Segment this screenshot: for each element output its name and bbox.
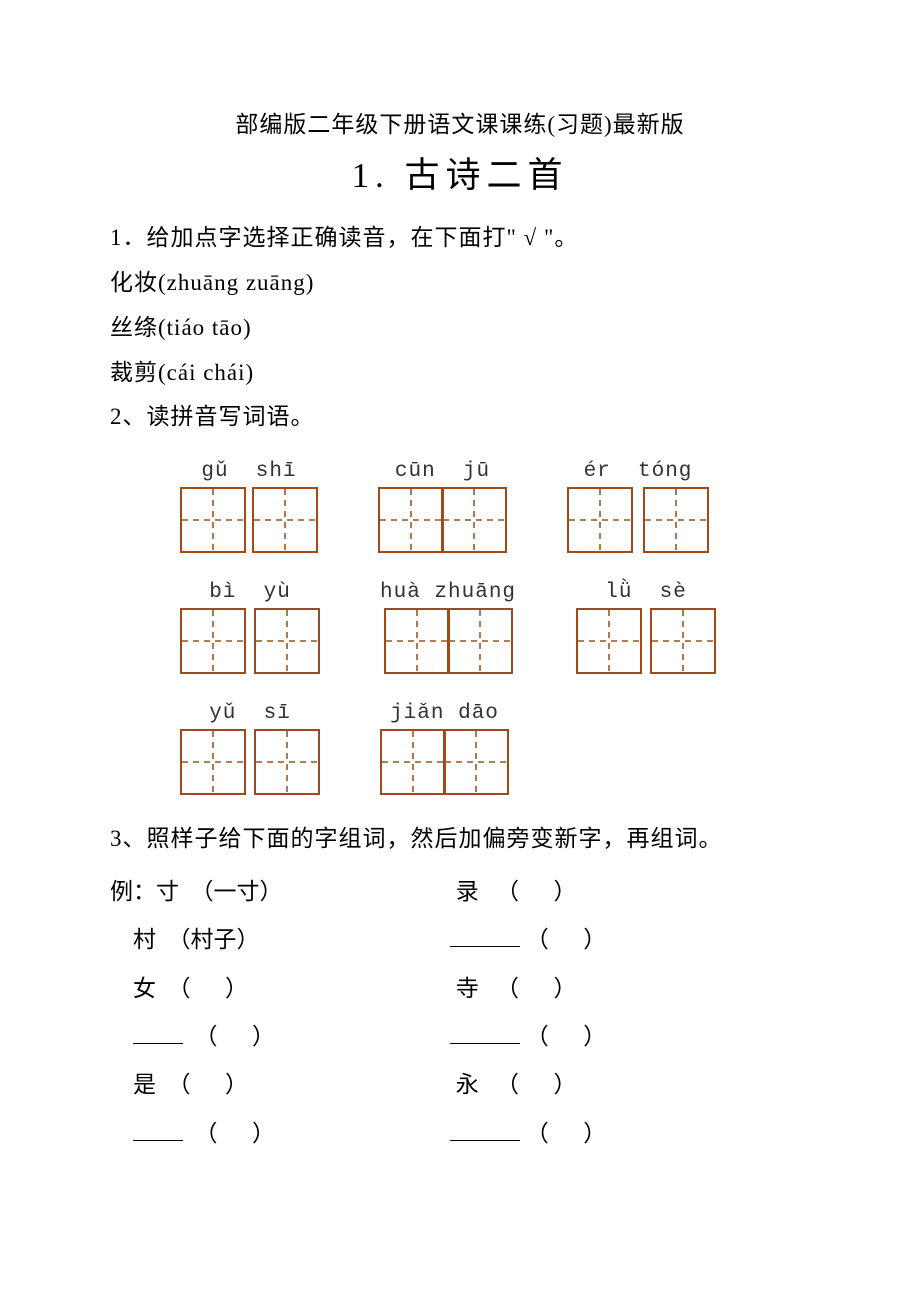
tian-box bbox=[567, 487, 633, 553]
tian-box bbox=[254, 608, 320, 674]
q3-col1: （ ） bbox=[110, 1110, 450, 1158]
tian-box bbox=[252, 487, 318, 553]
pinyin-row: bì yù huà zhuāng lǜ sè bbox=[180, 581, 810, 674]
q3-col2: （ ） bbox=[450, 1013, 730, 1061]
tian-box bbox=[378, 487, 444, 553]
tian-box-group bbox=[180, 608, 320, 674]
pinyin-group: ér tóng bbox=[567, 460, 709, 553]
pinyin-group: bì yù bbox=[180, 581, 320, 674]
q3-col1: 例：寸 （一寸） bbox=[110, 868, 450, 916]
tian-box bbox=[180, 487, 246, 553]
pinyin-group: huà zhuāng bbox=[380, 581, 516, 674]
tian-box-group bbox=[180, 729, 320, 795]
blank-line bbox=[450, 923, 520, 947]
pinyin-row: yǔ sī jiǎn dāo bbox=[180, 702, 810, 795]
tian-box-group bbox=[576, 608, 716, 674]
q3-table: 例：寸 （一寸） 录 （ ） 村 （村子） （ ） 女 （ ） 寺 （ ） （ … bbox=[110, 868, 810, 1158]
pinyin-label: lǜ sè bbox=[605, 581, 687, 604]
q1-heading: 1．给加点字选择正确读音，在下面打" √ "。 bbox=[110, 216, 810, 261]
pinyin-label: yǔ sī bbox=[209, 702, 291, 725]
q3-row: （ ） （ ） bbox=[110, 1110, 810, 1158]
document-subtitle: 部编版二年级下册语文课课练(习题)最新版 bbox=[110, 105, 810, 139]
pinyin-group: gǔ shī bbox=[180, 460, 318, 553]
q3-col2: 寺 （ ） bbox=[450, 965, 730, 1013]
blank-line bbox=[133, 1020, 183, 1044]
tian-box bbox=[441, 487, 507, 553]
document-title: 1. 古诗二首 bbox=[110, 147, 810, 198]
q3-col2: 永 （ ） bbox=[450, 1061, 730, 1109]
tian-box bbox=[254, 729, 320, 795]
q3-heading: 3、照样子给下面的字组词，然后加偏旁变新字，再组词。 bbox=[110, 817, 810, 862]
q3-row: 例：寸 （一寸） 录 （ ） bbox=[110, 868, 810, 916]
pinyin-label: jiǎn dāo bbox=[390, 702, 499, 725]
q2-pinyin-container: gǔ shī cūn jū ér tóng bì yù huà zhuāng bbox=[110, 460, 810, 795]
tian-box bbox=[180, 729, 246, 795]
blank-line bbox=[133, 1117, 183, 1141]
q1-item: 裁剪(cái chái) bbox=[110, 351, 810, 396]
pinyin-group: yǔ sī bbox=[180, 702, 320, 795]
tian-box bbox=[447, 608, 513, 674]
q3-col1: （ ） bbox=[110, 1013, 450, 1061]
q3-row: 女 （ ） 寺 （ ） bbox=[110, 965, 810, 1013]
q3-col1: 是 （ ） bbox=[110, 1061, 450, 1109]
worksheet-page: 部编版二年级下册语文课课练(习题)最新版 1. 古诗二首 1．给加点字选择正确读… bbox=[0, 0, 920, 1302]
pinyin-group: cūn jū bbox=[378, 460, 507, 553]
tian-box bbox=[180, 608, 246, 674]
q3-col1: 女 （ ） bbox=[110, 965, 450, 1013]
pinyin-label: huà zhuāng bbox=[380, 581, 516, 604]
q3-col2: 录 （ ） bbox=[450, 868, 730, 916]
q1-item: 丝绦(tiáo tāo) bbox=[110, 306, 810, 351]
tian-box bbox=[650, 608, 716, 674]
tian-box-group bbox=[384, 608, 513, 674]
q3-col2: （ ） bbox=[450, 1110, 730, 1158]
tian-box-group bbox=[380, 729, 509, 795]
tian-box bbox=[643, 487, 709, 553]
tian-box-group bbox=[180, 487, 318, 553]
blank-line bbox=[450, 1117, 520, 1141]
q3-row: 是 （ ） 永 （ ） bbox=[110, 1061, 810, 1109]
pinyin-label: ér tóng bbox=[584, 460, 693, 483]
pinyin-group: lǜ sè bbox=[576, 581, 716, 674]
pinyin-label: bì yù bbox=[209, 581, 291, 604]
tian-box bbox=[443, 729, 509, 795]
blank-line bbox=[450, 1020, 520, 1044]
q3-col2: （ ） bbox=[450, 916, 730, 964]
pinyin-group: jiǎn dāo bbox=[380, 702, 509, 795]
tian-box-group bbox=[567, 487, 709, 553]
q1-item: 化妆(zhuāng zuāng) bbox=[110, 261, 810, 306]
tian-box bbox=[576, 608, 642, 674]
q3-row: 村 （村子） （ ） bbox=[110, 916, 810, 964]
pinyin-label: gǔ shī bbox=[201, 460, 296, 483]
pinyin-row: gǔ shī cūn jū ér tóng bbox=[180, 460, 810, 553]
q3-col1: 村 （村子） bbox=[110, 916, 450, 964]
pinyin-label: cūn jū bbox=[395, 460, 490, 483]
tian-box bbox=[380, 729, 446, 795]
tian-box bbox=[384, 608, 450, 674]
q2-heading: 2、读拼音写词语。 bbox=[110, 395, 810, 440]
tian-box-group bbox=[378, 487, 507, 553]
q3-row: （ ） （ ） bbox=[110, 1013, 810, 1061]
